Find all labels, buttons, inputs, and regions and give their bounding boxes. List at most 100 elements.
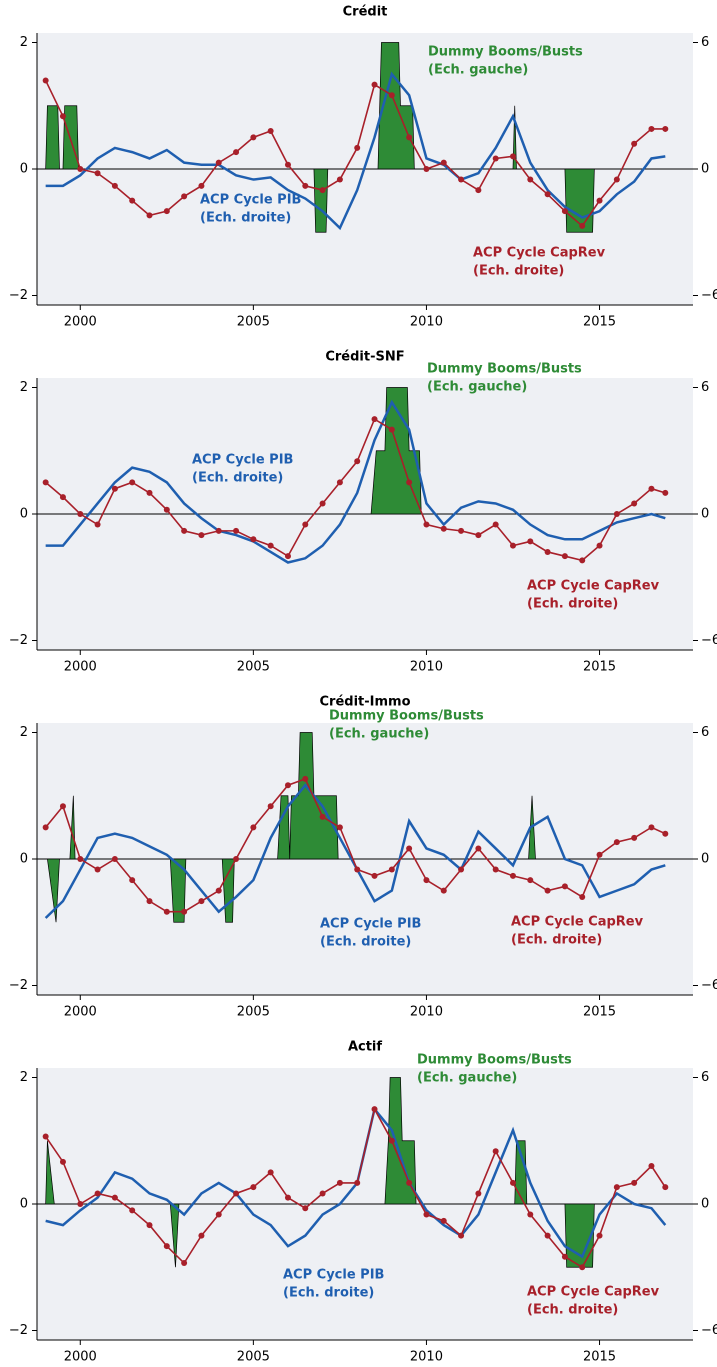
- caprev-marker: [475, 187, 482, 194]
- caprev-marker: [371, 81, 378, 88]
- caprev-marker: [648, 824, 655, 831]
- x-tick-label: 2010: [410, 1005, 443, 1020]
- caprev-marker: [492, 1148, 499, 1155]
- y2-tick-label: −6: [701, 1323, 717, 1338]
- series-annotation: Dummy Booms/Busts: [428, 45, 583, 60]
- y-tick-label: −2: [9, 633, 28, 648]
- caprev-marker: [215, 527, 222, 534]
- series-annotation: (Ech. gauche): [417, 1071, 517, 1086]
- caprev-marker: [111, 856, 118, 862]
- caprev-marker: [94, 1190, 101, 1197]
- y2-tick-label: −6: [701, 288, 717, 303]
- caprev-marker: [561, 883, 568, 890]
- caprev-marker: [163, 1243, 170, 1250]
- y2-tick-label: 6: [701, 380, 709, 395]
- y2-tick-label: 6: [701, 35, 709, 50]
- caprev-marker: [596, 542, 603, 549]
- caprev-marker: [527, 1211, 534, 1218]
- y2-tick-label: 0: [701, 162, 709, 177]
- x-tick-label: 2000: [64, 1005, 97, 1020]
- caprev-marker: [440, 1217, 447, 1224]
- caprev-marker: [42, 1133, 49, 1140]
- caprev-marker: [544, 887, 551, 894]
- series-annotation: ACP Cycle PIB: [192, 453, 293, 468]
- caprev-marker: [475, 532, 482, 539]
- series-annotation: ACP Cycle CapRev: [527, 579, 660, 594]
- y-tick-label: −2: [9, 1323, 28, 1338]
- x-tick-label: 2010: [410, 315, 443, 330]
- series-annotation: (Ech. droite): [283, 1286, 374, 1301]
- caprev-marker: [388, 866, 395, 873]
- pib-line: [45, 399, 666, 564]
- caprev-marker: [250, 824, 257, 831]
- y2-tick-label: 6: [701, 725, 709, 740]
- caprev-marker: [354, 866, 361, 873]
- caprev-marker: [458, 527, 465, 534]
- series-annotation: ACP Cycle PIB: [320, 917, 421, 932]
- caprev-marker: [233, 527, 240, 534]
- caprev-marker: [302, 521, 309, 528]
- caprev-marker: [354, 458, 361, 465]
- y-tick-label: 0: [20, 162, 28, 177]
- caprev-marker: [215, 887, 222, 894]
- caprev-marker: [561, 1253, 568, 1260]
- caprev-marker: [579, 1264, 586, 1271]
- caprev-marker: [198, 898, 205, 905]
- caprev-marker: [544, 1232, 551, 1239]
- caprev-marker: [284, 553, 291, 560]
- panel-title: Crédit: [343, 5, 388, 20]
- caprev-marker: [631, 500, 638, 507]
- caprev-marker: [336, 479, 343, 486]
- series-annotation: (Ech. droite): [192, 471, 283, 486]
- dummy-area: [45, 1077, 595, 1268]
- caprev-marker: [42, 77, 49, 84]
- x-tick-label: 2015: [583, 1005, 616, 1020]
- series-annotation: (Ech. droite): [320, 935, 411, 950]
- x-tick-label: 2000: [64, 315, 97, 330]
- caprev-marker: [319, 1190, 326, 1197]
- caprev-marker: [596, 851, 603, 858]
- caprev-marker: [631, 140, 638, 147]
- caprev-marker: [336, 1179, 343, 1186]
- caprev-marker: [440, 525, 447, 532]
- caprev-marker: [319, 187, 326, 194]
- caprev-marker: [596, 197, 603, 204]
- y2-tick-label: 6: [701, 1070, 709, 1085]
- caprev-marker: [662, 489, 669, 496]
- caprev-marker: [631, 1179, 638, 1186]
- series-annotation: ACP Cycle CapRev: [473, 246, 606, 261]
- caprev-marker: [613, 511, 620, 517]
- caprev-marker: [233, 149, 240, 156]
- caprev-marker: [458, 176, 465, 183]
- panel: Crédit −2 0 2 −6 0 6 2000 2005 2010 2015 Dummy Boom…: [9, 5, 717, 330]
- caprev-marker: [423, 877, 430, 884]
- series-annotation: (Ech. droite): [527, 597, 618, 612]
- x-tick-label: 2000: [64, 1350, 97, 1365]
- caprev-marker: [181, 1260, 188, 1267]
- y-tick-label: −2: [9, 978, 28, 993]
- caprev-marker: [371, 872, 378, 879]
- caprev-marker: [302, 1205, 309, 1212]
- caprev-marker: [423, 1211, 430, 1218]
- caprev-marker: [284, 1194, 291, 1201]
- caprev-marker: [527, 538, 534, 545]
- caprev-marker: [198, 1232, 205, 1239]
- caprev-marker: [662, 1184, 669, 1191]
- panel: Actif −2 0 2 −6 0 6 2000 2005 2010 2015 Dummy Booms…: [9, 1040, 717, 1365]
- y2-tick-label: 0: [701, 507, 709, 522]
- caprev-marker: [319, 500, 326, 507]
- caprev-marker: [613, 839, 620, 846]
- series-annotation: Dummy Booms/Busts: [427, 362, 582, 377]
- series-annotation: (Ech. droite): [527, 1303, 618, 1318]
- caprev-marker: [509, 1179, 516, 1186]
- caprev-marker: [406, 134, 413, 141]
- caprev-marker: [302, 182, 309, 189]
- caprev-marker: [492, 866, 499, 873]
- caprev-marker: [544, 548, 551, 555]
- caprev-marker: [406, 1179, 413, 1186]
- caprev-marker: [111, 182, 118, 189]
- pib-line: [45, 71, 666, 231]
- caprev-marker: [336, 176, 343, 183]
- caprev-marker: [181, 193, 188, 200]
- caprev-marker: [354, 144, 361, 151]
